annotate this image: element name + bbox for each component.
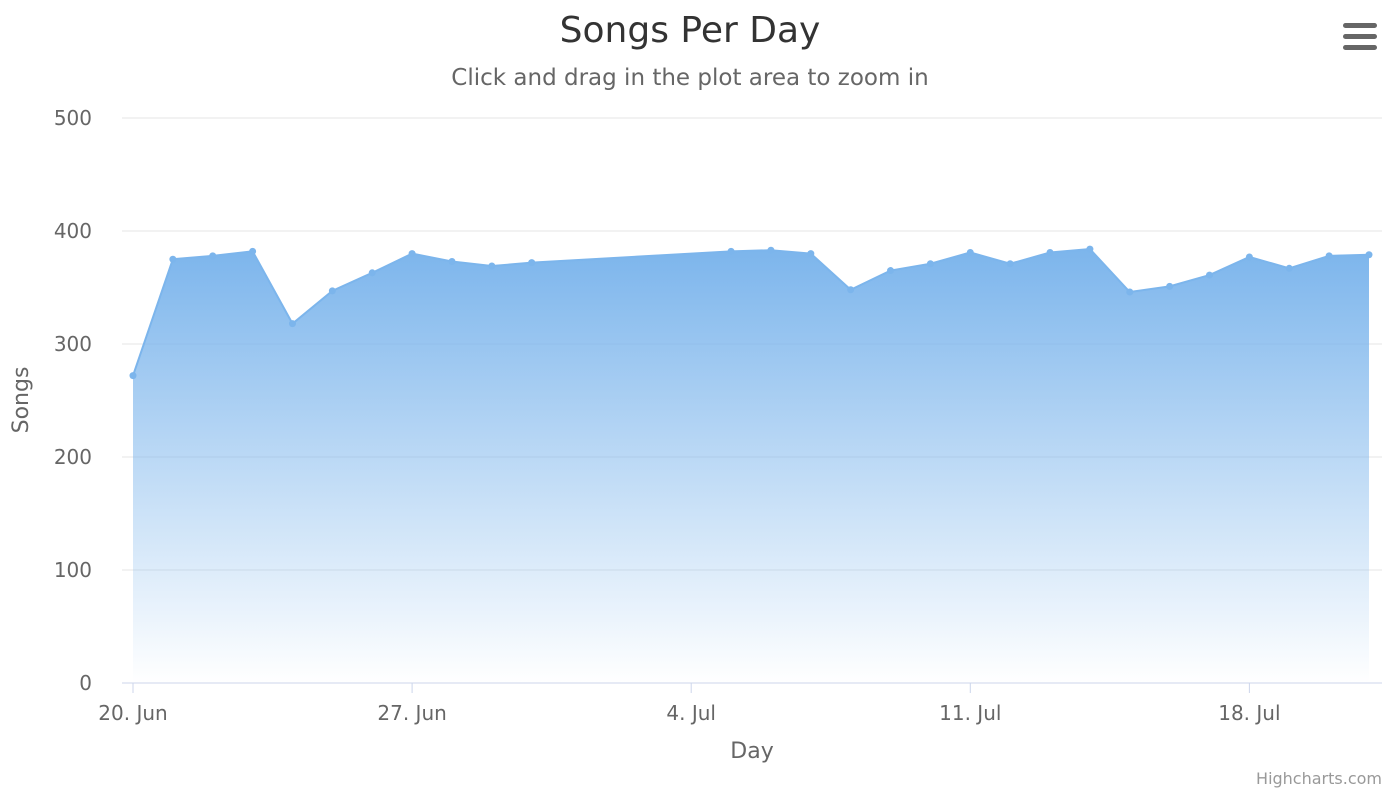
data-point[interactable]	[1086, 245, 1094, 253]
y-tick-label: 0	[79, 671, 92, 695]
data-point[interactable]	[1285, 264, 1293, 272]
data-point[interactable]	[1325, 252, 1333, 260]
x-axis-ticks: 20. Jun 27. Jun 4. Jul 11. Jul 18. Jul	[98, 683, 1281, 725]
data-point[interactable]	[1126, 288, 1134, 296]
hamburger-menu-icon[interactable]	[1336, 16, 1384, 56]
y-tick-label: 100	[54, 558, 92, 582]
data-point[interactable]	[1006, 260, 1014, 268]
data-point[interactable]	[887, 267, 895, 275]
data-point[interactable]	[328, 287, 336, 295]
data-point[interactable]	[368, 269, 376, 277]
series-markers	[129, 245, 1373, 380]
y-tick-label: 500	[54, 106, 92, 130]
x-axis-title: Day	[730, 739, 773, 764]
data-point[interactable]	[1245, 253, 1253, 261]
data-point[interactable]	[926, 260, 934, 268]
data-point[interactable]	[408, 250, 416, 258]
y-axis-title: Songs	[9, 367, 34, 434]
data-point[interactable]	[1206, 271, 1214, 279]
chart-title: Songs Per Day	[560, 10, 821, 51]
data-point[interactable]	[169, 255, 177, 263]
data-point[interactable]	[1365, 251, 1373, 259]
data-point[interactable]	[966, 248, 974, 256]
data-point[interactable]	[528, 259, 536, 267]
data-point[interactable]	[129, 372, 137, 380]
x-tick-label: 27. Jun	[377, 701, 446, 725]
data-point[interactable]	[209, 252, 217, 260]
data-point[interactable]	[1046, 248, 1054, 256]
data-point[interactable]	[847, 286, 855, 294]
series-area	[133, 249, 1369, 683]
data-point[interactable]	[1166, 282, 1174, 290]
y-tick-label: 200	[54, 445, 92, 469]
y-tick-label: 300	[54, 332, 92, 356]
data-point[interactable]	[807, 250, 815, 258]
series-line	[132, 248, 1370, 376]
data-point[interactable]	[288, 320, 296, 328]
data-point[interactable]	[767, 246, 775, 254]
data-point[interactable]	[727, 247, 735, 255]
data-point[interactable]	[448, 258, 456, 266]
data-point[interactable]	[488, 262, 496, 270]
data-point[interactable]	[249, 247, 257, 255]
y-tick-label: 400	[54, 219, 92, 243]
x-tick-label: 18. Jul	[1218, 701, 1280, 725]
x-tick-label: 4. Jul	[666, 701, 716, 725]
credits-link[interactable]: Highcharts.com	[1256, 769, 1382, 788]
x-tick-label: 11. Jul	[939, 701, 1001, 725]
x-tick-label: 20. Jun	[98, 701, 167, 725]
y-axis-ticks: 0 100 200 300 400 500	[54, 106, 92, 695]
chart-subtitle: Click and drag in the plot area to zoom …	[451, 65, 928, 91]
